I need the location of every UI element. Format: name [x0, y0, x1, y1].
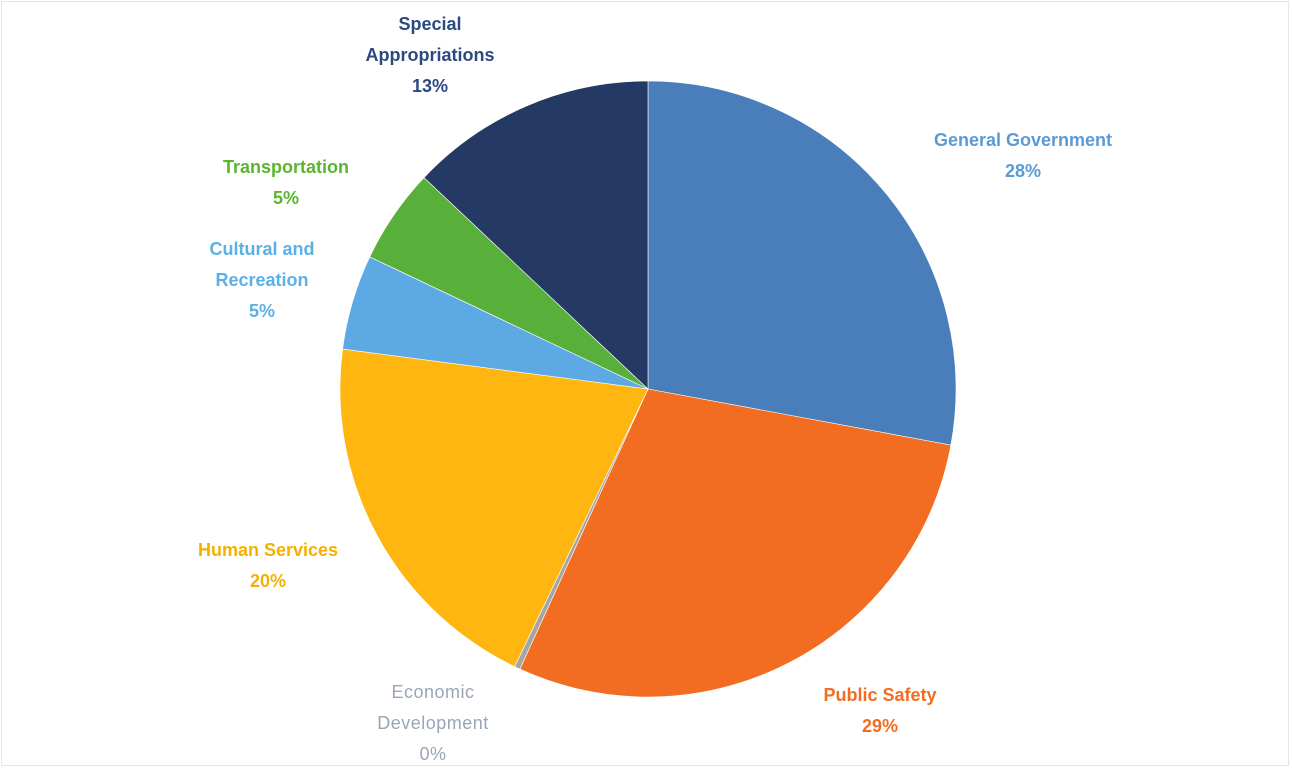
label-special-appropriations-name-line-1: Special: [398, 14, 462, 34]
pie-slice-special-appropriations: [423, 80, 649, 390]
label-special-appropriations-percent: 13%: [411, 76, 449, 96]
label-human-services-name-line-1: Human Services: [197, 540, 339, 560]
label-human-services-percent: 20%: [249, 571, 287, 591]
label-public-safety: Public Safety 29%: [805, 680, 955, 742]
label-transportation: Transportation 5%: [204, 152, 368, 214]
label-transportation-name-line-1: Transportation: [222, 157, 349, 177]
label-special-appropriations: Special Appropriations 13%: [335, 9, 525, 102]
label-cultural-and-recreation-name-line-1: Cultural and: [209, 239, 315, 259]
label-human-services: Human Services 20%: [178, 535, 358, 597]
pie-slice-general-government: [647, 80, 957, 446]
label-special-appropriations-name-line-2: Appropriations: [365, 45, 495, 65]
label-general-government-percent: 28%: [1004, 161, 1042, 181]
label-public-safety-percent: 29%: [861, 716, 899, 736]
label-general-government-name-line-1: General Government: [933, 130, 1113, 150]
label-economic-development: Economic Development 0%: [362, 677, 504, 770]
label-economic-development-name-line-2: Development: [377, 713, 489, 733]
label-public-safety-name-line-1: Public Safety: [823, 685, 937, 705]
pie-slice-human-services: [339, 348, 649, 668]
label-general-government: General Government 28%: [907, 125, 1139, 187]
label-economic-development-name-line-1: Economic: [391, 682, 475, 702]
label-cultural-and-recreation-percent: 5%: [248, 301, 275, 321]
label-cultural-and-recreation: Cultural and Recreation 5%: [190, 234, 334, 327]
label-economic-development-percent: 0%: [419, 744, 447, 764]
label-transportation-percent: 5%: [272, 188, 299, 208]
label-cultural-and-recreation-name-line-2: Recreation: [215, 270, 309, 290]
pie-slice-public-safety: [519, 388, 952, 698]
